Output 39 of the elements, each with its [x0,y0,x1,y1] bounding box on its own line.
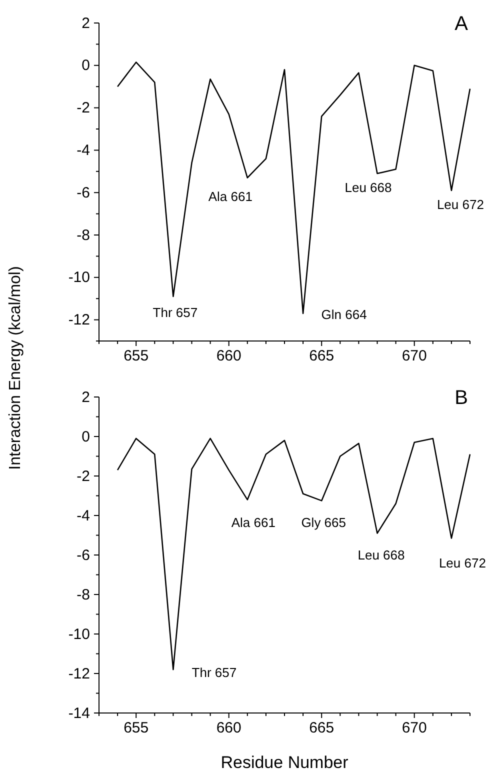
chart-title: B [454,387,468,409]
y-tick-label: -8 [76,586,90,604]
x-tick-label: 655 [124,720,149,737]
x-axis-title: Residue Number [220,753,349,772]
annotation: Leu 672 [436,196,484,212]
y-axis-title: Interaction Energy (kcal/mol) [7,266,24,470]
y-tick-label: -10 [68,269,90,286]
y-tick-label: 0 [82,57,90,74]
annotation: Thr 657 [152,304,198,320]
y-tick-label: -2 [76,468,90,485]
y-tick-label: -12 [68,665,90,682]
x-tick-label: 670 [402,348,427,365]
x-tick-label: 660 [216,348,242,365]
annotation: Ala 661 [208,189,252,204]
x-tick-label: 655 [124,348,149,365]
annotation: Gln 664 [321,306,367,322]
x-tick-label: 660 [216,720,242,737]
x-tick-label: 665 [309,348,334,365]
y-tick-label: -6 [76,184,90,202]
annotation: Gly 665 [301,515,346,530]
y-tick-label: -14 [68,704,90,722]
annotation: Leu 672 [438,556,486,571]
y-tick-label: -10 [68,626,90,643]
y-tick-label: -8 [76,226,90,244]
x-tick-label: 665 [309,720,334,737]
annotation: Ala 661 [231,515,276,530]
y-tick-label: 2 [82,14,90,32]
y-tick-label: -4 [76,507,90,524]
y-tick-label: -6 [76,546,90,564]
annotation: Leu 668 [344,180,392,195]
annotation: Thr 657 [192,664,237,680]
chart-title: A [454,13,469,35]
y-tick-label: -12 [68,312,90,329]
y-tick-label: -4 [76,142,90,159]
x-tick-label: 670 [402,720,427,737]
y-tick-label: 2 [82,388,90,406]
annotation: Leu 668 [358,548,405,563]
y-tick-label: 0 [82,428,90,446]
y-tick-label: -2 [76,100,90,117]
